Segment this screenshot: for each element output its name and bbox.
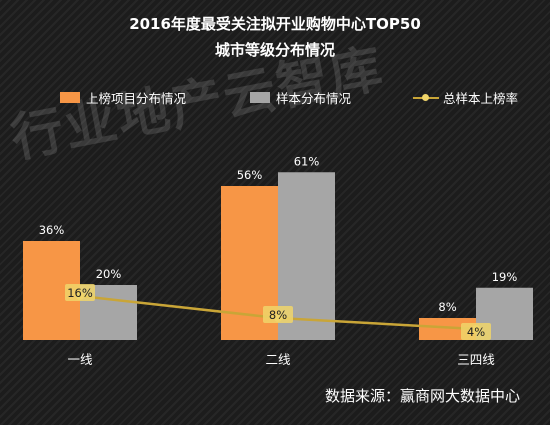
data-label-sample-1: 61% <box>294 154 320 168</box>
line-label-bg-2 <box>461 323 491 340</box>
legend-swatch-orange <box>60 91 80 103</box>
line-label-bg-0 <box>65 284 95 301</box>
legend-item-series2: 样本分布情况 <box>250 89 352 106</box>
legend-swatch-gray <box>250 91 270 103</box>
data-label-listed-0: 36% <box>39 223 65 237</box>
chart-subtitle: 城市等级分布情况 <box>214 41 335 59</box>
legend-item-series3: 总样本上榜率 <box>413 89 519 106</box>
line-data-label-2: 4% <box>467 325 485 339</box>
line-data-label-0: 16% <box>67 286 93 300</box>
data-label-listed-2: 8% <box>438 300 456 314</box>
data-label-sample-2: 19% <box>492 270 518 284</box>
chart-title: 2016年度最受关注拟开业购物中心TOP50 <box>129 15 421 33</box>
data-label-sample-0: 20% <box>96 267 122 281</box>
legend-item-series1: 上榜项目分布情况 <box>60 89 187 106</box>
legend-line-marker <box>413 92 439 103</box>
x-tick-label-2: 三四线 <box>457 352 495 367</box>
x-tick-label-0: 一线 <box>67 352 93 367</box>
line-data-label-1: 8% <box>269 308 287 322</box>
legend-label-series2: 样本分布情况 <box>276 90 352 106</box>
legend-label-series1: 上榜项目分布情况 <box>86 90 187 106</box>
x-tick-label-1: 二线 <box>265 352 291 367</box>
legend-label-series3: 总样本上榜率 <box>443 90 519 106</box>
data-label-listed-1: 56% <box>237 168 263 182</box>
line-label-bg-1 <box>263 306 293 323</box>
source-note: 数据来源：赢商网大数据中心 <box>324 387 520 405</box>
